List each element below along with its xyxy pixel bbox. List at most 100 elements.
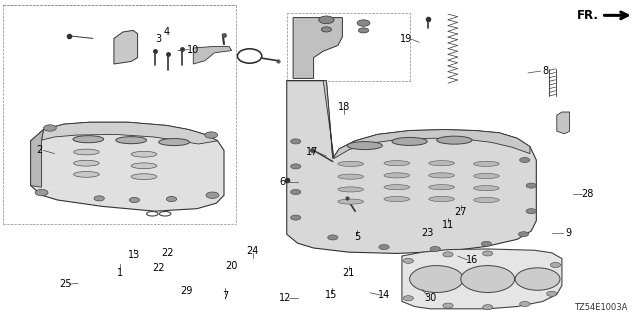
Circle shape [35,189,48,196]
Circle shape [403,296,413,301]
Ellipse shape [474,161,499,166]
Ellipse shape [338,187,364,192]
Circle shape [358,28,369,33]
Ellipse shape [74,149,99,155]
Polygon shape [42,122,218,144]
Ellipse shape [131,174,157,180]
Ellipse shape [474,197,499,203]
Text: 12: 12 [278,293,291,303]
Text: 9: 9 [565,228,572,238]
Text: 30: 30 [424,293,436,303]
Text: 19: 19 [400,34,413,44]
Circle shape [483,251,493,256]
Text: 17: 17 [306,147,319,157]
Ellipse shape [73,136,104,143]
Polygon shape [114,30,138,64]
Polygon shape [287,81,536,253]
Ellipse shape [429,196,454,202]
Circle shape [291,215,301,220]
Circle shape [443,303,453,308]
Circle shape [291,139,301,144]
Circle shape [481,241,492,246]
Ellipse shape [131,151,157,157]
Ellipse shape [116,137,147,144]
Ellipse shape [429,185,454,190]
Text: 22: 22 [161,248,174,258]
Text: 18: 18 [338,102,351,112]
Text: 21: 21 [342,268,355,278]
Text: 6: 6 [280,177,286,188]
Circle shape [515,268,560,290]
Polygon shape [293,18,342,78]
Ellipse shape [429,161,454,166]
Text: 2: 2 [36,145,43,156]
Circle shape [328,235,338,240]
Ellipse shape [436,136,472,144]
Circle shape [520,157,530,163]
Circle shape [94,196,104,201]
Text: 28: 28 [581,188,594,199]
Text: 8: 8 [543,66,549,76]
Text: 3: 3 [156,34,162,44]
Circle shape [461,266,515,292]
Ellipse shape [384,196,410,202]
Polygon shape [557,112,570,134]
Circle shape [518,232,529,237]
Circle shape [205,132,218,138]
Text: 20: 20 [225,261,238,271]
Ellipse shape [338,174,364,179]
Circle shape [410,266,463,292]
Polygon shape [402,249,562,309]
Circle shape [403,258,413,263]
Ellipse shape [131,163,157,169]
Ellipse shape [384,161,410,166]
Polygon shape [193,46,232,64]
Circle shape [319,16,334,24]
Circle shape [430,246,440,252]
Circle shape [550,262,561,268]
Polygon shape [31,130,44,187]
Text: 24: 24 [246,246,259,256]
Ellipse shape [392,138,428,145]
Circle shape [357,20,370,26]
Circle shape [291,189,301,195]
Text: 22: 22 [152,263,165,273]
Circle shape [129,197,140,203]
Text: 7: 7 [222,291,228,301]
Text: 23: 23 [421,228,434,238]
Text: 10: 10 [187,44,200,55]
Ellipse shape [347,141,383,150]
Text: 25: 25 [59,279,72,289]
Text: 27: 27 [454,207,467,217]
Ellipse shape [74,172,99,177]
Circle shape [526,183,536,188]
Ellipse shape [429,173,454,178]
Text: 4: 4 [163,27,170,37]
Polygon shape [287,81,530,158]
Circle shape [291,164,301,169]
Circle shape [166,196,177,202]
Ellipse shape [74,160,99,166]
Ellipse shape [338,199,364,204]
Circle shape [44,125,56,131]
Text: 14: 14 [378,290,390,300]
Text: 5: 5 [354,232,360,243]
Text: TZ54E1003A: TZ54E1003A [574,303,627,312]
Circle shape [443,252,453,257]
Circle shape [321,27,332,32]
Text: 13: 13 [128,250,141,260]
Circle shape [483,305,493,310]
Circle shape [547,291,557,296]
Text: 1: 1 [117,268,124,278]
Text: 16: 16 [466,255,479,265]
Circle shape [520,301,530,307]
Circle shape [379,244,389,250]
Ellipse shape [384,173,410,178]
Ellipse shape [384,185,410,190]
Text: FR.: FR. [577,9,599,22]
Circle shape [526,209,536,214]
Ellipse shape [338,161,364,166]
Ellipse shape [474,173,499,179]
Polygon shape [31,122,224,211]
Ellipse shape [474,186,499,191]
